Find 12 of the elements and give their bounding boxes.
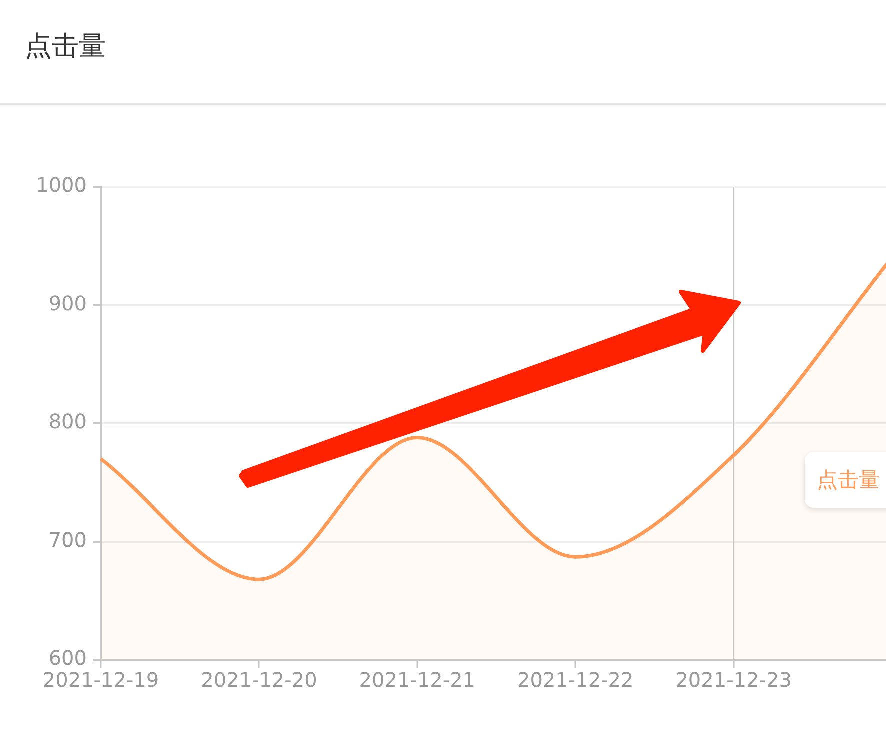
y-tick-label: 800 [48, 410, 87, 434]
x-tick-label: 2021-12-23 [676, 668, 792, 692]
x-tick-label: 2021-12-22 [517, 668, 634, 692]
y-tick-label: 600 [48, 646, 87, 670]
x-tick-label: 2021-12-20 [201, 668, 318, 692]
y-tick-label: 1000 [36, 173, 87, 198]
x-tick-label: 2021-12-19 [42, 668, 160, 692]
y-tick-label: 900 [48, 291, 87, 316]
annotation: 点击量 [805, 452, 886, 508]
chart-title: 点击量 [25, 30, 106, 64]
y-tick-label: 700 [48, 528, 87, 552]
x-tick-label: 2021-12-21 [359, 668, 476, 692]
